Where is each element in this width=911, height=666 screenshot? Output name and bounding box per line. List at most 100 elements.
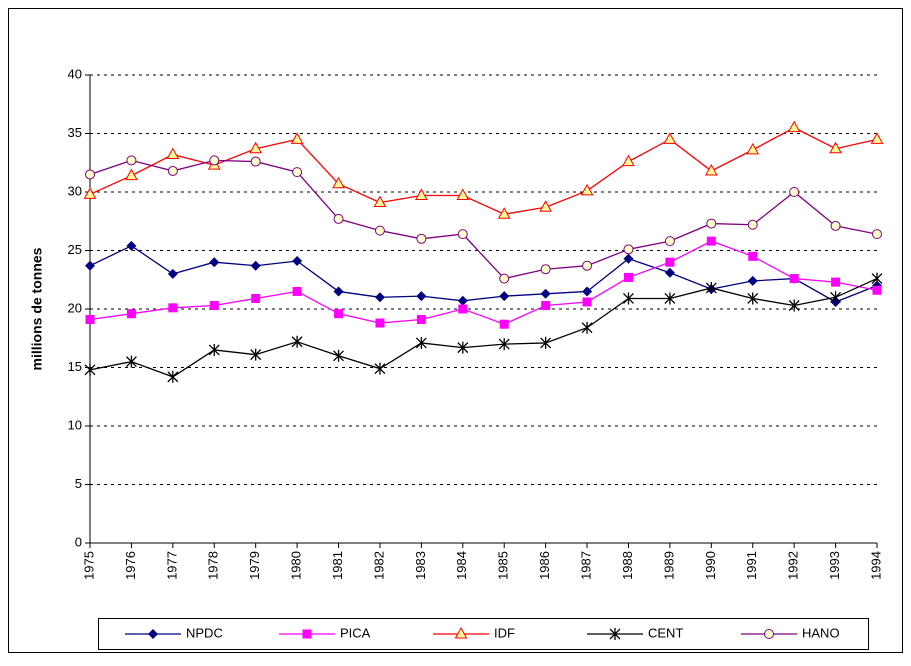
data-point [580,183,594,196]
legend-label: PICA [340,625,371,640]
data-point [208,343,220,356]
data-point [582,286,593,297]
data-point [540,264,551,275]
data-point [85,260,95,271]
data-point [292,286,302,296]
x-tick-label: 1982 [371,551,386,580]
y-tick-label: 0 [75,534,82,549]
x-tick-label: 1976 [123,551,138,580]
legend-label: NPDC [186,625,223,640]
y-tick-label: 5 [75,476,82,491]
data-point [126,155,137,166]
data-point [582,297,592,307]
series-line [89,245,878,303]
data-point [829,141,842,154]
x-tick-label: 1980 [289,551,304,580]
data-point [499,273,510,284]
data-point [250,156,261,167]
legend-marker [454,626,468,639]
data-point [456,188,470,201]
data-point [251,293,261,303]
series-line [89,240,878,325]
data-point [415,188,428,201]
data-point [872,285,882,295]
data-point [747,219,758,230]
chart-frame [8,8,903,653]
data-point [499,319,509,329]
data-point [539,200,552,212]
data-point [125,355,137,368]
data-point [249,141,263,154]
data-point [871,272,883,285]
data-point [746,142,760,155]
data-point [291,335,303,348]
data-point [623,253,634,264]
x-tick-label: 1985 [496,551,511,580]
x-tick-label: 1977 [164,551,179,580]
data-point [664,236,675,247]
data-point [787,120,801,133]
x-tick-label: 1989 [661,551,676,580]
data-point [581,321,593,334]
data-point [416,315,426,325]
data-point [209,257,220,268]
y-tick-label: 20 [68,300,82,315]
data-point [416,291,427,302]
y-tick-label: 10 [68,417,82,432]
data-point [332,176,345,189]
legend-marker [148,629,158,639]
data-point [870,132,884,144]
x-tick-label: 1993 [827,551,842,580]
data-point [292,167,303,178]
data-point [664,267,675,278]
data-point [250,348,262,361]
data-point [540,288,551,299]
data-point [623,244,634,255]
data-point [83,187,97,199]
data-point [209,155,220,166]
x-tick-label: 1994 [868,551,883,580]
data-point [541,300,551,310]
data-point [334,309,344,319]
data-point [168,303,178,313]
data-point [85,169,95,180]
data-point [788,299,800,312]
data-point [872,229,882,240]
x-tick-label: 1991 [744,551,759,580]
data-point [705,281,717,294]
data-point [458,304,468,314]
data-point [416,233,427,244]
x-tick-label: 1984 [454,551,469,580]
y-tick-label: 25 [68,242,82,257]
data-point [167,165,178,176]
data-point [706,236,716,246]
data-point [374,362,386,375]
data-point [540,336,552,349]
data-point [374,225,385,236]
x-tick-label: 1975 [81,551,96,580]
y-tick-label: 35 [68,125,82,140]
data-point [830,220,841,231]
data-point [622,154,635,167]
data-point [375,318,385,328]
data-point [167,370,179,383]
data-point [333,213,344,224]
data-point [290,132,304,144]
x-tick-label: 1978 [206,551,221,580]
legend-label: CENT [648,625,683,640]
data-point [623,292,634,305]
data-point [748,251,758,261]
data-point [663,132,677,144]
data-point [498,338,510,351]
data-point [373,195,387,208]
series-line [89,277,878,378]
data-point [582,260,593,271]
data-point [250,260,261,271]
y-axis-label: millions de tonnes [29,247,45,370]
data-point [457,341,469,354]
data-point [497,207,511,219]
data-point [126,240,137,251]
x-tick-label: 1981 [330,551,345,580]
data-point [499,291,510,302]
